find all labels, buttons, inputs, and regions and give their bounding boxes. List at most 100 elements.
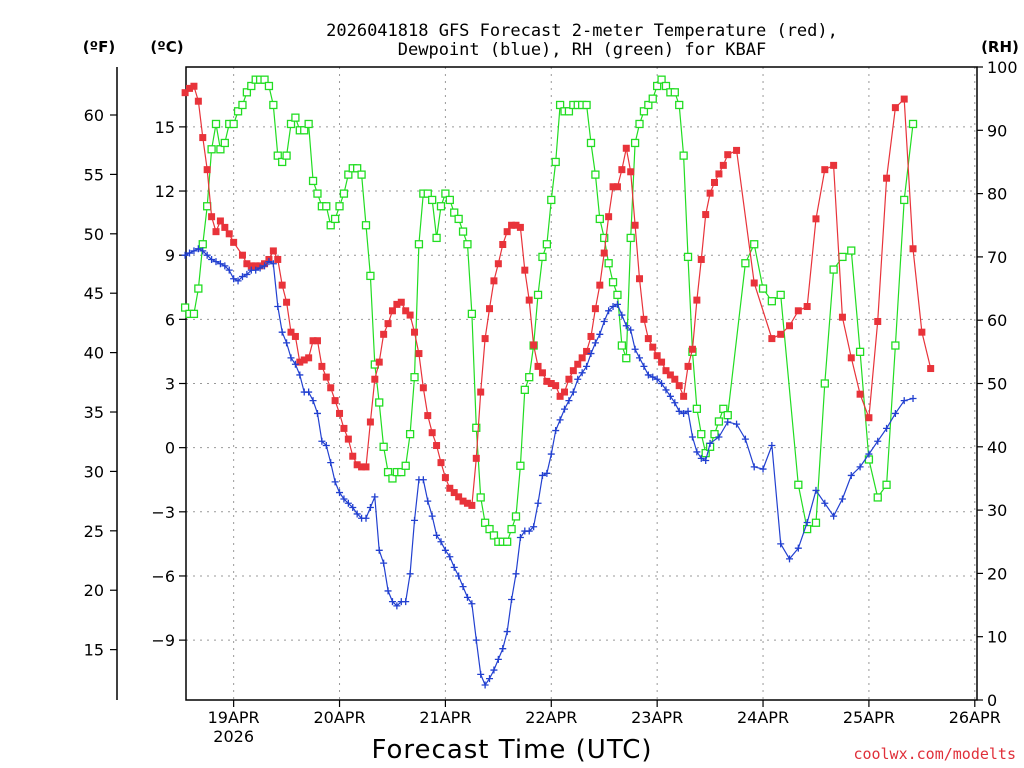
temperature-point — [450, 489, 458, 497]
rh-point — [626, 233, 635, 243]
rh-point — [516, 461, 525, 470]
temperature-point — [578, 354, 586, 362]
rh-point — [216, 145, 225, 154]
rh-point — [847, 246, 856, 255]
dewpoint-point — [618, 311, 626, 319]
dewpoint-point — [750, 463, 758, 471]
celsius-tick-label: 6 — [165, 310, 175, 329]
temperature-point — [384, 320, 392, 328]
dewpoint-point — [393, 602, 401, 610]
dewpoint-point — [375, 546, 383, 554]
dewpoint-point — [613, 300, 621, 308]
fahrenheit-tick-label: 20 — [84, 581, 104, 600]
dewpoint-point — [794, 544, 802, 552]
rh-point — [410, 373, 419, 382]
temperature-point — [534, 362, 542, 370]
temperature-point — [812, 215, 820, 223]
temperature-line — [184, 85, 932, 507]
x-tick-label: 19APR — [208, 708, 260, 727]
dewpoint-point — [733, 420, 741, 428]
dewpoint-point — [631, 345, 639, 353]
temperature-point — [283, 298, 291, 306]
rh-point — [383, 467, 393, 477]
dewpoint-point — [243, 270, 251, 278]
rh-point — [388, 474, 397, 483]
rh-tick-label: 70 — [987, 248, 1007, 267]
dewpoint-point — [252, 266, 260, 274]
dewpoint-point — [622, 322, 630, 330]
credit-label: coolwx.com/modelts — [853, 745, 1016, 763]
dewpoint-point — [640, 362, 648, 370]
dewpoint-point — [768, 442, 776, 450]
rh-point — [335, 202, 344, 211]
dewpoint-point — [587, 350, 595, 358]
temperature-point — [777, 330, 785, 338]
dewpoint-point — [512, 570, 520, 578]
chart-title-line2: Dewpoint (blue), RH (green) for KBAF — [398, 40, 766, 60]
temperature-point — [499, 240, 507, 248]
dewpoint-point — [216, 260, 224, 268]
temperature-point — [591, 305, 599, 313]
rh-point — [480, 518, 490, 527]
fahrenheit-tick-label: 30 — [84, 462, 104, 481]
dewpoint-point — [759, 465, 767, 473]
rh-point — [220, 138, 229, 148]
temperature-point — [830, 161, 838, 169]
temperature-point — [181, 89, 189, 97]
dewpoint-point — [883, 424, 891, 432]
x-axis-label: Forecast Time (UTC) — [371, 735, 652, 765]
rh-point — [750, 240, 759, 249]
dewpoint-point — [402, 598, 410, 606]
temperature-point — [613, 183, 621, 191]
rh-point — [891, 341, 900, 350]
rh-point — [613, 290, 622, 300]
temperature-point — [362, 463, 370, 471]
temperature-point — [803, 303, 811, 311]
rh-point — [653, 81, 662, 91]
dewpoint-point — [847, 471, 855, 479]
temperature-point — [525, 296, 533, 304]
dewpoint-point — [697, 454, 705, 462]
temperature-point — [468, 501, 476, 509]
temperature-point — [640, 315, 648, 323]
dewpoint-point — [715, 433, 723, 441]
dewpoint-point — [609, 303, 617, 311]
temperature-point — [627, 168, 635, 176]
rh-point — [547, 195, 556, 205]
dewpoint-point — [344, 499, 352, 507]
temperature-point — [411, 328, 419, 336]
dewpoint-point — [561, 405, 569, 413]
dewpoint-point — [212, 258, 220, 266]
temperature-point — [287, 328, 295, 336]
rh-point — [591, 170, 600, 179]
dewpoint-point — [838, 495, 846, 503]
dewpoint-point — [291, 360, 299, 368]
dewpoint-point — [583, 362, 591, 370]
dewpoint-point — [433, 531, 441, 539]
rh-tick-label: 20 — [987, 564, 1007, 583]
dewpoint-point — [256, 264, 264, 272]
dewpoint-point — [274, 303, 282, 311]
temperature-point — [574, 360, 582, 368]
temperature-point — [300, 356, 308, 364]
temperature-point — [521, 266, 529, 274]
rh-point — [692, 404, 702, 413]
rh-point — [269, 100, 278, 110]
dewpoint-point — [693, 448, 701, 456]
temperature-point — [415, 350, 423, 358]
fahrenheit-tick-label: 45 — [84, 284, 104, 303]
rh-point — [229, 119, 238, 129]
dewpoint-point — [680, 409, 688, 417]
temperature-point — [199, 134, 207, 142]
temperature-point — [269, 247, 277, 255]
dewpoint-point — [662, 386, 670, 394]
rh-tick-label: 30 — [987, 501, 1007, 520]
temperature-point — [340, 424, 348, 432]
temperature-point — [644, 335, 652, 343]
grid — [186, 67, 977, 700]
temperature-point — [424, 412, 432, 420]
temperature-point — [618, 166, 626, 174]
x-tick-label: 20APR — [313, 708, 365, 727]
fahrenheit-tick-label: 50 — [84, 225, 104, 244]
dewpoint-point — [856, 463, 864, 471]
